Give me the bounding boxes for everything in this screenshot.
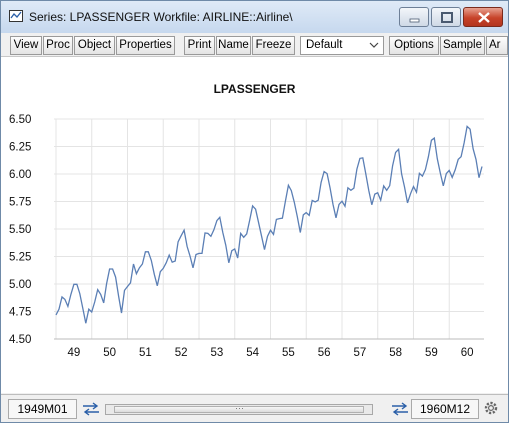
sample-button[interactable]: Sample — [440, 36, 485, 55]
maximize-icon — [441, 12, 453, 23]
object-button[interactable]: Object — [74, 36, 115, 55]
sample-end: 1960M12 — [411, 399, 479, 419]
properties-button[interactable]: Properties — [116, 36, 175, 55]
swap-arrows-icon-right[interactable] — [390, 400, 410, 418]
y-tick-label: 6.00 — [9, 169, 31, 181]
y-tick-label: 4.75 — [9, 307, 31, 319]
window-icon — [9, 10, 23, 22]
x-tick-label: 51 — [139, 347, 152, 359]
minimize-icon — [409, 18, 420, 23]
proc-button[interactable]: Proc — [43, 36, 73, 55]
y-tick-label: 5.25 — [9, 252, 31, 264]
window-title: Series: LPASSENGER Workfile: AIRLINE::Ai… — [29, 10, 293, 24]
print-button[interactable]: Print — [184, 36, 215, 55]
x-tick-label: 55 — [282, 347, 295, 359]
graph-canvas[interactable]: LPASSENGER 6.50 6.25 6.00 5.75 5.50 5.25 5.00 4… — [1, 57, 508, 393]
y-tick-label: 5.00 — [9, 279, 31, 291]
date-scrollbar[interactable]: ⋯ — [105, 403, 373, 415]
y-tick-label: 4.50 — [9, 334, 31, 346]
minimize-button[interactable] — [399, 7, 429, 27]
x-tick-label: 59 — [425, 347, 438, 359]
graph-type-dropdown[interactable]: Default — [300, 36, 384, 55]
series-line — [55, 125, 483, 324]
y-tick-label: 6.25 — [9, 142, 31, 154]
x-tick-label: 60 — [461, 347, 474, 359]
y-tick-label: 5.75 — [9, 197, 31, 209]
view-button[interactable]: View — [10, 36, 42, 55]
close-button[interactable] — [463, 7, 503, 27]
freeze-button[interactable]: Freeze — [252, 36, 295, 55]
status-bar: 1949M01 ⋯ 1960M12 — [1, 394, 508, 422]
close-icon — [478, 12, 490, 23]
sample-start: 1949M01 — [8, 399, 77, 419]
options-button[interactable]: Options — [389, 36, 439, 55]
ar-button[interactable]: Ar — [486, 36, 508, 55]
x-tick-label: 49 — [67, 347, 80, 359]
maximize-button[interactable] — [431, 7, 461, 27]
chart-title: LPASSENGER — [213, 82, 296, 96]
x-tick-label: 57 — [353, 347, 366, 359]
title-bar[interactable]: Series: LPASSENGER Workfile: AIRLINE::Ai… — [1, 1, 508, 33]
x-tick-label: 50 — [103, 347, 116, 359]
grip-icon: ⋯ — [235, 403, 244, 413]
x-tick-label: 52 — [175, 347, 188, 359]
x-tick-label: 58 — [389, 347, 402, 359]
swap-arrows-icon[interactable] — [81, 400, 101, 418]
scrollbar-thumb[interactable]: ⋯ — [114, 403, 364, 413]
gear-icon[interactable] — [483, 400, 499, 416]
x-tick-label: 54 — [246, 347, 259, 359]
x-tick-label: 53 — [210, 347, 223, 359]
name-button[interactable]: Name — [216, 36, 251, 55]
toolbar: View Proc Object Properties Print Name F… — [1, 34, 508, 57]
chevron-down-icon — [369, 42, 379, 48]
y-tick-label: 5.50 — [9, 224, 31, 236]
x-tick-label: 56 — [318, 347, 331, 359]
line-chart: 6.50 6.25 6.00 5.75 5.50 5.25 5.00 4.75 4.50 49 50… — [9, 114, 484, 359]
y-tick-label: 6.50 — [9, 114, 31, 126]
dropdown-value: Default — [306, 39, 343, 51]
